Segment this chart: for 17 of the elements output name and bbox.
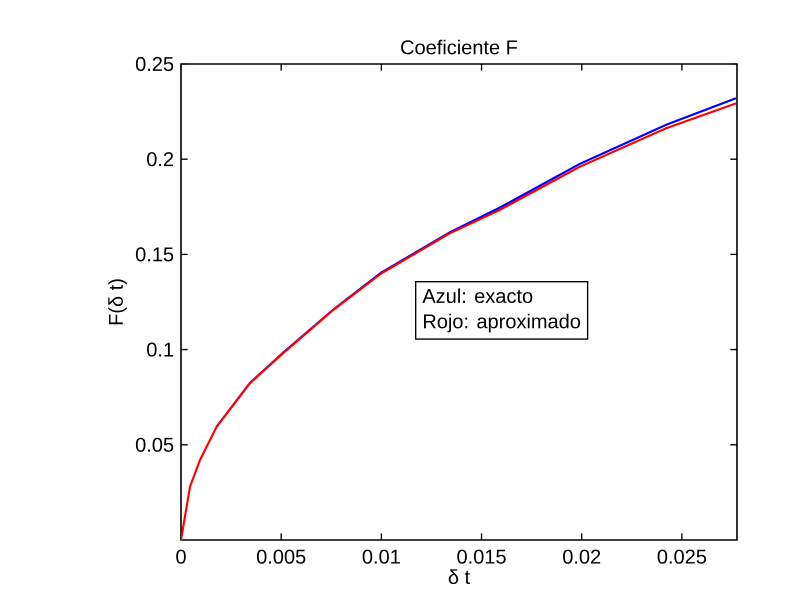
x-tick-label: 0.02 <box>563 550 600 564</box>
y-tick-label: 0.05 <box>136 438 174 452</box>
y-tick-label: 0.15 <box>136 247 174 262</box>
x-tick-label: 0.015 <box>457 550 506 564</box>
y-tick-label: 0.2 <box>147 152 174 166</box>
annotation: Rojo: aproximado <box>424 314 580 332</box>
x-tick-label: 0 <box>176 550 186 564</box>
x-tick-label: 0.005 <box>256 550 306 564</box>
x-axis-title: δ t <box>448 569 470 584</box>
annotation: Azul: exacto <box>422 288 532 304</box>
y-axis-title: F(δ t) <box>108 279 127 324</box>
x-tick-label: 0.01 <box>362 550 400 564</box>
x-tick-label: 0.025 <box>658 550 706 564</box>
chart-title: Coeficiente F <box>401 40 518 54</box>
y-tick-label: 0.1 <box>147 342 174 357</box>
line-series <box>181 102 737 540</box>
y-tick-label: 0.25 <box>136 56 174 72</box>
